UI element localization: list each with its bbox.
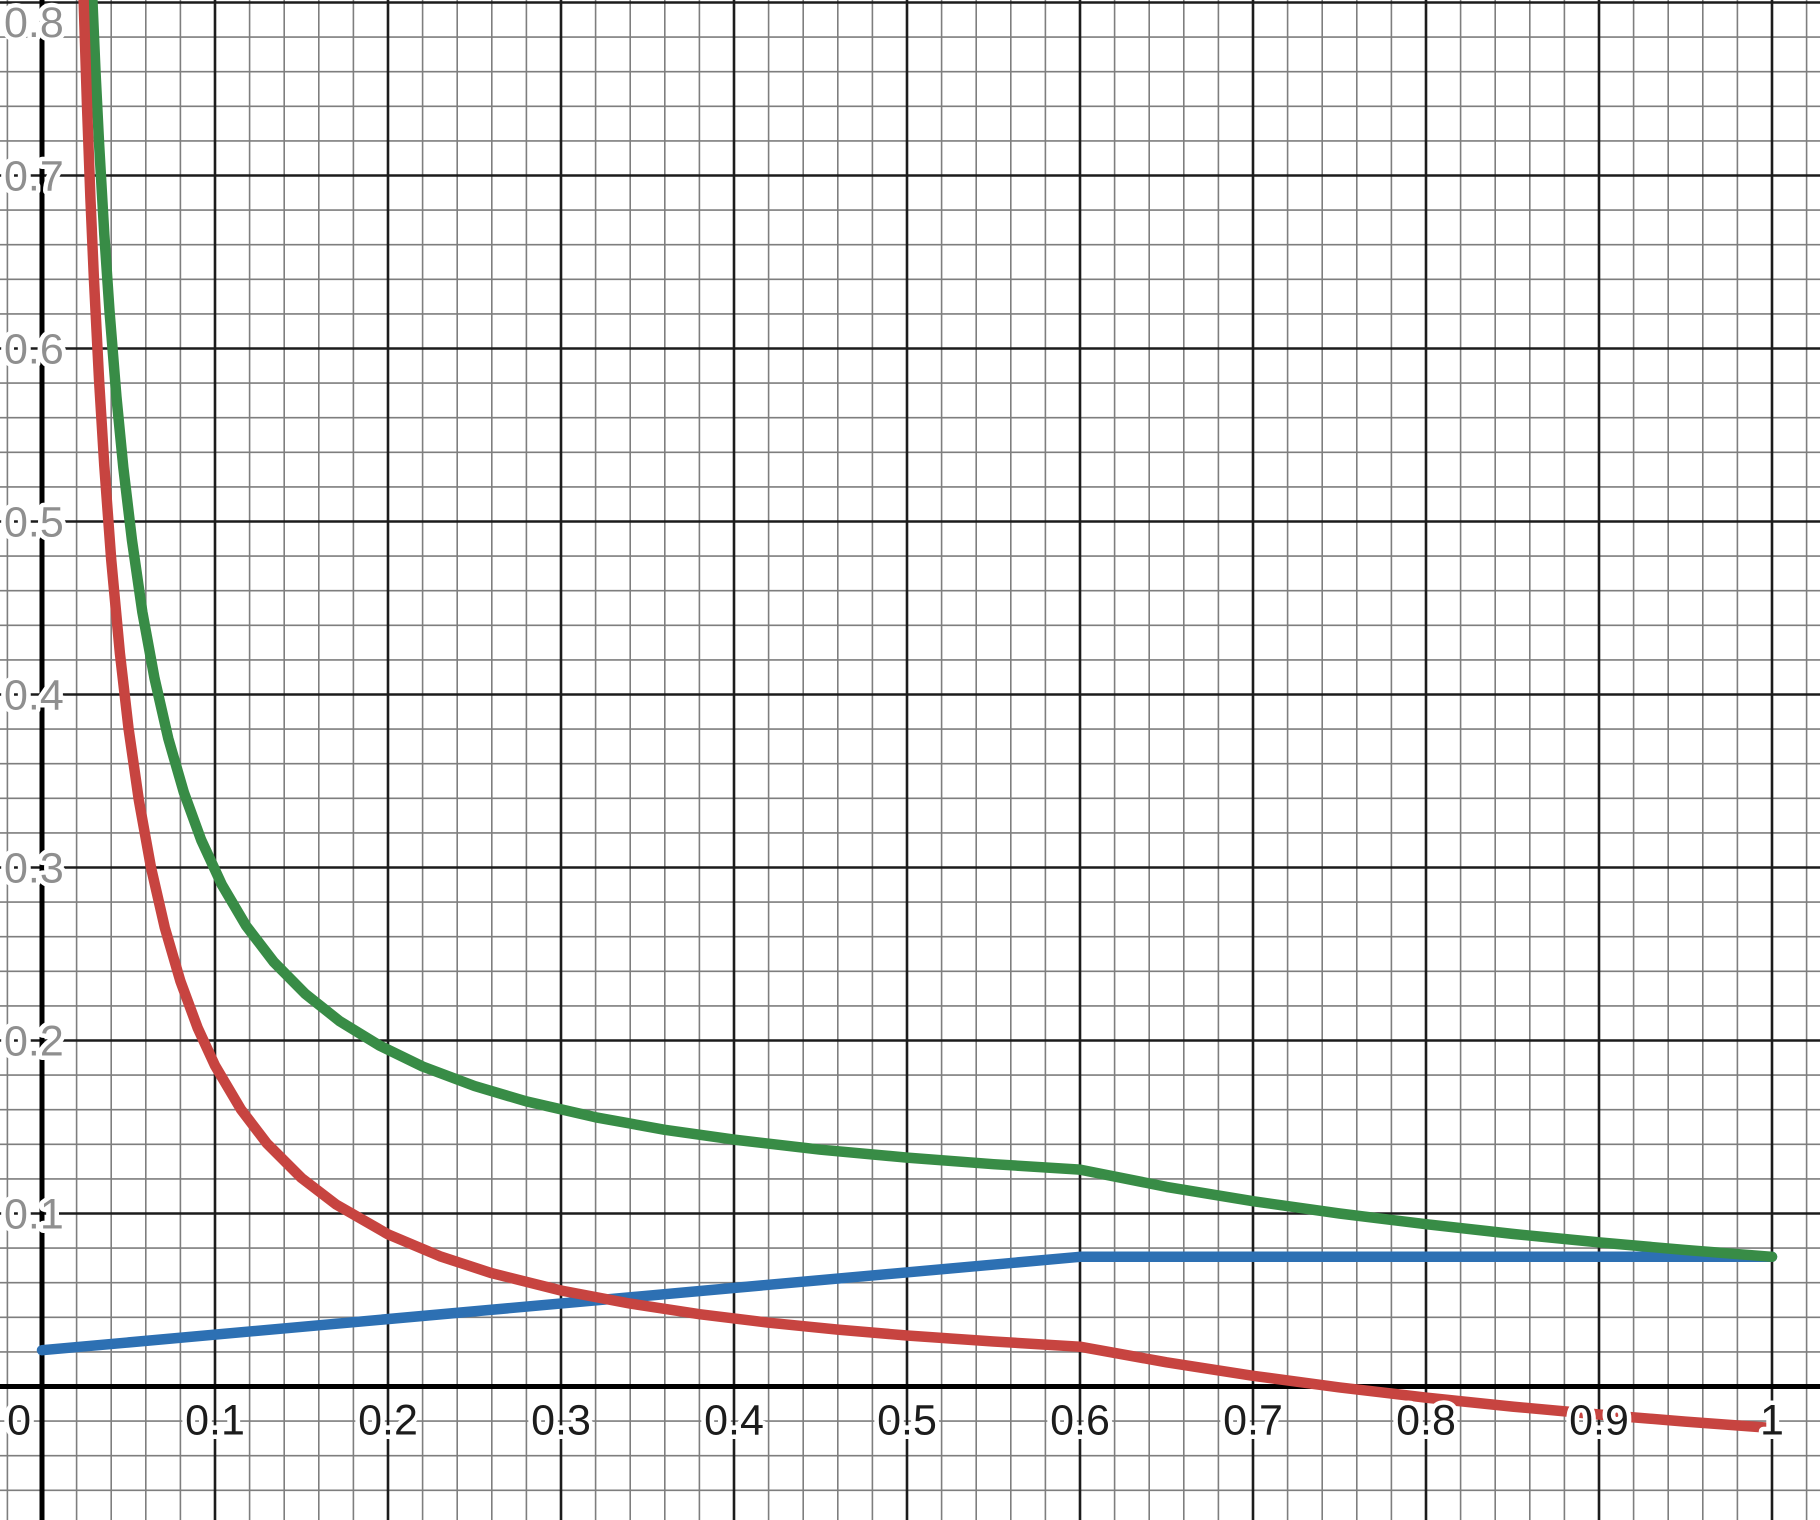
y-tick-label-0.8: 0.8: [4, 0, 64, 47]
y-tick-label-0.6: 0.6: [4, 326, 64, 374]
x-tick-label-0.9: 0.9: [1569, 1397, 1629, 1445]
y-tick-label-0.2: 0.2: [4, 1018, 64, 1066]
x-tick-label-1: 1: [1760, 1397, 1784, 1445]
tick-labels: 0 0.1 0.2 0.3 0.4 0.5 0.6 0.7 0.8 0.9 1 0.1 0.2 0.3 0.…: [0, 0, 1788, 1449]
y-tick-label-0.1: 0.1: [4, 1191, 64, 1239]
curves: [36, 0, 1778, 1434]
x-tick-label-0.8: 0.8: [1396, 1397, 1456, 1445]
x-tick-label-0: 0: [7, 1397, 31, 1445]
x-tick-label-0.1: 0.1: [185, 1397, 245, 1445]
x-tick-label-0.6: 0.6: [1050, 1397, 1110, 1445]
y-tick-label-0.7: 0.7: [4, 153, 64, 201]
x-tick-label-0.2: 0.2: [358, 1397, 418, 1445]
x-tick-label-0.7: 0.7: [1223, 1397, 1283, 1445]
y-tick-label-0.4: 0.4: [4, 672, 64, 720]
y-tick-label-0.3: 0.3: [4, 845, 64, 893]
curve-blue-piecewise-line[interactable]: [36, 1251, 1778, 1356]
x-tick-label-0.4: 0.4: [704, 1397, 764, 1445]
curve-red-hyperbola[interactable]: [78, 0, 1778, 1434]
curve-green-hyperbola[interactable]: [87, 0, 1778, 1263]
x-tick-label-0.5: 0.5: [877, 1397, 937, 1445]
x-tick-label-0.3: 0.3: [531, 1397, 591, 1445]
y-tick-label-0.5: 0.5: [4, 499, 64, 547]
